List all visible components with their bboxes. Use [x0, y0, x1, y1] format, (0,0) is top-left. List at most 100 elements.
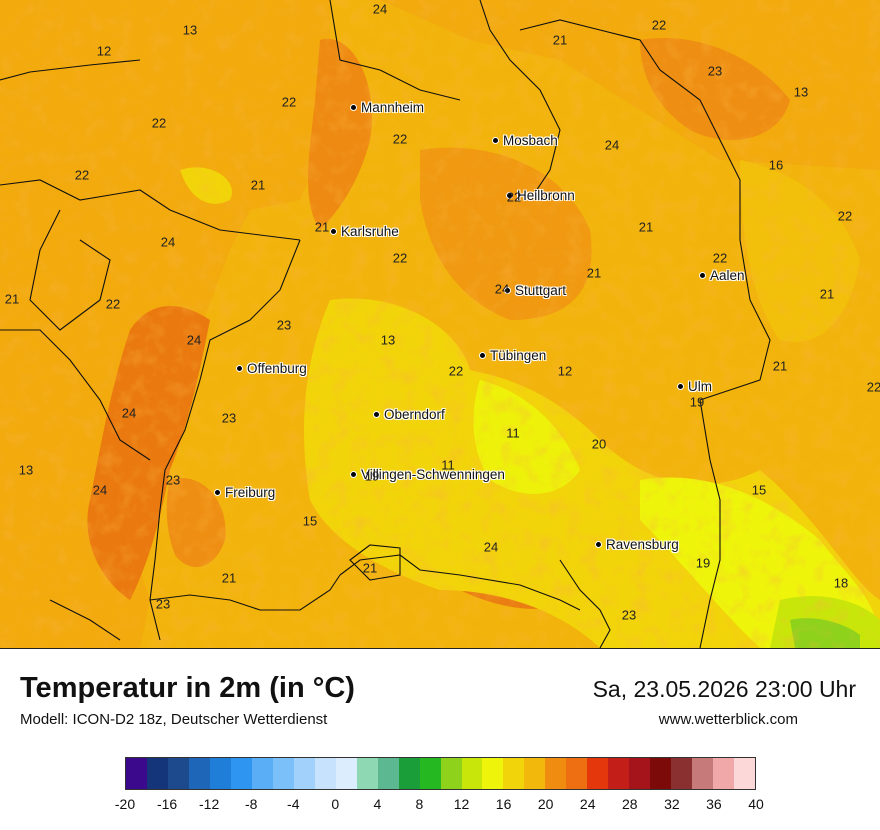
- temperature-value: 20: [591, 436, 607, 452]
- temperature-value: 24: [92, 482, 108, 498]
- temperature-value: 23: [155, 596, 171, 612]
- city-label: Mosbach: [503, 133, 558, 148]
- legend-swatch: [230, 758, 252, 789]
- legend-swatch: [335, 758, 357, 789]
- temperature-value: 22: [651, 17, 667, 33]
- color-legend: [125, 757, 756, 790]
- legend-tick-label: 4: [373, 796, 382, 812]
- temperature-value: 12: [96, 43, 112, 59]
- temperature-value: 21: [819, 286, 835, 302]
- city-karlsruhe[interactable]: Karlsruhe: [330, 224, 399, 239]
- legend-swatch: [713, 758, 735, 789]
- city-label: Tübingen: [490, 348, 547, 363]
- temperature-value: 21: [772, 358, 788, 374]
- temperature-value: 22: [866, 379, 880, 395]
- temperature-value: 24: [604, 137, 620, 153]
- legend-swatch: [398, 758, 420, 789]
- legend-tick-label: 24: [579, 796, 596, 812]
- city-ravensburg[interactable]: Ravensburg: [595, 537, 679, 552]
- legend-tick-label: 12: [453, 796, 470, 812]
- city-oberndorf[interactable]: Oberndorf: [373, 407, 445, 422]
- temperature-value: 22: [105, 296, 121, 312]
- legend-swatch: [440, 758, 462, 789]
- temperature-value: 24: [160, 234, 176, 250]
- legend-swatch: [272, 758, 294, 789]
- city-label: Villingen-Schwenningen: [361, 467, 505, 482]
- legend-tick-label: -20: [114, 796, 136, 812]
- temperature-value: 22: [392, 131, 408, 147]
- legend-swatch: [650, 758, 672, 789]
- city-label: Offenburg: [247, 361, 307, 376]
- city-label: Stuttgart: [515, 283, 567, 298]
- city-dot-icon: [492, 137, 499, 144]
- legend-swatch: [503, 758, 525, 789]
- forecast-datetime: Sa, 23.05.2026 23:00 Uhr: [592, 676, 856, 702]
- city-dot-icon: [699, 272, 706, 279]
- legend-swatch: [692, 758, 714, 789]
- legend-tick-label: 28: [622, 796, 638, 812]
- temperature-value: 19: [689, 394, 705, 410]
- temperature-value: 11: [506, 425, 520, 441]
- city-offenburg[interactable]: Offenburg: [236, 361, 307, 376]
- city-dot-icon: [236, 365, 243, 372]
- legend-swatch: [629, 758, 651, 789]
- legend-swatch: [293, 758, 315, 789]
- temperature-value: 24: [121, 405, 137, 421]
- legend-swatch: [671, 758, 693, 789]
- city-dot-icon: [479, 352, 486, 359]
- legend-swatch: [126, 758, 147, 789]
- temperature-value: 21: [4, 291, 20, 307]
- website-link[interactable]: www.wetterblick.com: [658, 711, 798, 728]
- temperature-value: 22: [281, 94, 297, 110]
- legend-swatch: [734, 758, 756, 789]
- city-mosbach[interactable]: Mosbach: [492, 133, 558, 148]
- city-mannheim[interactable]: Mannheim: [350, 100, 424, 115]
- temperature-value: 21: [552, 32, 568, 48]
- legend-tick-label: 36: [706, 796, 722, 812]
- legend-tick-label: -12: [199, 796, 220, 812]
- legend-swatch: [608, 758, 630, 789]
- city-tuebingen[interactable]: Tübingen: [479, 348, 546, 363]
- city-stuttgart[interactable]: Stuttgart: [504, 283, 566, 298]
- temperature-value: 23: [621, 607, 637, 623]
- city-label: Ulm: [688, 379, 712, 394]
- temperature-value: 23: [276, 317, 292, 333]
- legend-tick-label: 16: [495, 796, 512, 812]
- city-dot-icon: [214, 489, 221, 496]
- temperature-value: 23: [707, 63, 723, 79]
- temperature-value: 13: [18, 462, 34, 478]
- temperature-value: 22: [448, 363, 464, 379]
- temperature-value: 21: [250, 177, 266, 193]
- city-dot-icon: [677, 383, 684, 390]
- legend-tick-label: -8: [244, 796, 258, 812]
- temperature-value: 23: [165, 472, 181, 488]
- temperature-value: 22: [151, 115, 167, 131]
- temperature-value: 13: [793, 84, 809, 100]
- city-ulm[interactable]: Ulm: [677, 379, 712, 394]
- legend-swatch: [167, 758, 189, 789]
- temperature-value: 24: [494, 281, 510, 297]
- city-dot-icon: [350, 471, 357, 478]
- temperature-value: 21: [221, 570, 237, 586]
- legend-swatch: [419, 758, 441, 789]
- legend-swatch: [146, 758, 168, 789]
- temperature-value: 24: [372, 1, 388, 17]
- legend-swatch: [314, 758, 336, 789]
- temperature-map[interactable]: Mannheim Mosbach Heilbronn Karlsruhe Stuttga…: [0, 0, 880, 649]
- legend-tick-label: 0: [331, 796, 340, 812]
- temperature-value: 19: [695, 555, 711, 571]
- city-heilbronn[interactable]: Heilbronn: [506, 188, 575, 203]
- city-freiburg[interactable]: Freiburg: [214, 485, 275, 500]
- temperature-value: 21: [314, 219, 330, 235]
- legend-tick-label: -16: [156, 796, 178, 812]
- legend-swatch: [524, 758, 546, 789]
- city-label: Karlsruhe: [341, 224, 399, 239]
- city-label: Freiburg: [225, 485, 276, 500]
- legend-swatch: [377, 758, 399, 789]
- city-dot-icon: [506, 192, 513, 199]
- city-aalen[interactable]: Aalen: [699, 268, 745, 283]
- temperature-value: 12: [557, 363, 573, 379]
- legend-tick-label: -4: [287, 796, 300, 812]
- city-villingen[interactable]: Villingen-Schwenningen: [350, 467, 505, 482]
- legend-swatch: [209, 758, 231, 789]
